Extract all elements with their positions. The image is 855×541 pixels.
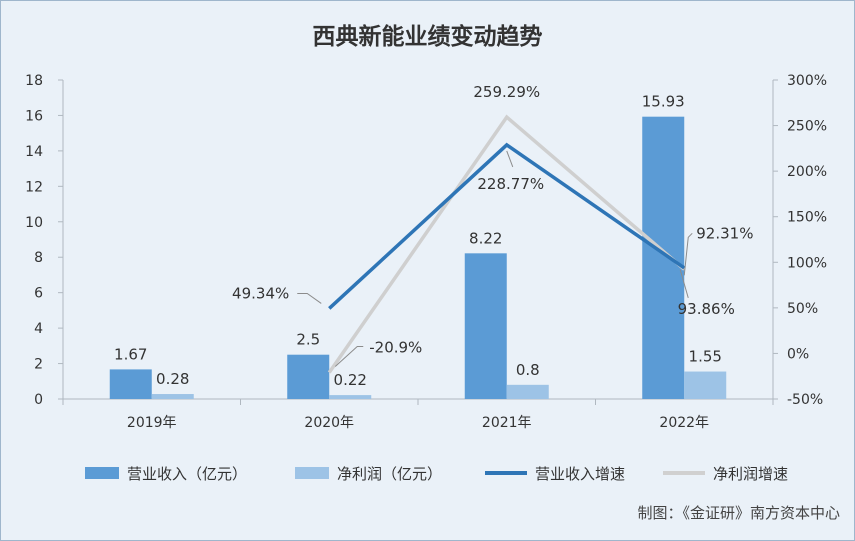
x-tick-label: 2021年 [482,415,532,431]
data-label-revenue: 8.22 [469,229,502,247]
legend-swatch-revenue [85,467,119,479]
data-label-revenue: 2.5 [296,331,320,349]
left-tick-label: 14 [25,144,43,160]
bar-revenue [287,354,330,399]
data-label-revenue: 1.67 [114,345,147,363]
bar-net-profit [506,384,549,399]
data-label-net-profit-growth: 92.31% [696,224,753,242]
left-tick-label: 2 [34,357,43,373]
source-note: 制图：《金证研》南方资本中心 [637,504,840,522]
legend-label-net-profit-growth: 净利润增速 [713,464,789,483]
legend-swatch-net-profit [295,467,329,479]
legend-item-revenue-growth: 营业收入增速 [485,461,625,485]
right-tick-label: 300% [787,73,827,89]
left-tick-label: 4 [34,321,43,337]
legend-line-revenue-growth [485,471,527,475]
data-label-net-profit: 0.22 [334,371,367,389]
leader-line [506,150,514,168]
right-tick-label: 150% [787,210,827,226]
left-tick-label: 8 [34,250,43,266]
leader-line [683,232,693,276]
chart-title: 西典新能业绩变动趋势 [312,24,543,50]
x-tick-label: 2020年 [304,415,354,431]
x-tick-label: 2019年 [127,415,177,431]
bar-revenue [642,116,685,399]
left-tick-label: 0 [34,392,43,408]
leader-line [679,269,689,299]
bar-net-profit [151,394,194,399]
legend-item-net-profit: 净利润（亿元） [295,461,442,485]
left-tick-label: 12 [25,179,43,195]
data-label-revenue: 15.93 [642,93,685,111]
right-tick-label: 200% [787,164,827,180]
left-tick-label: 10 [25,215,43,231]
left-tick-label: 18 [25,73,43,89]
left-tick-label: 16 [25,108,43,124]
leader-line [334,345,364,367]
series-line-net-profit-growth [327,114,686,374]
data-label-revenue-growth: 93.86% [678,300,735,318]
right-tick-label: 250% [787,119,827,135]
right-tick-label: 0% [787,346,809,362]
series-line-revenue-growth [328,142,686,310]
legend-item-revenue: 营业收入（亿元） [85,461,247,485]
bar-revenue [464,253,507,399]
data-label-revenue-growth: 49.34% [232,284,289,302]
x-tick-label: 2022年 [659,415,709,431]
legend-label-net-profit: 净利润（亿元） [337,464,443,483]
bar-net-profit [684,371,727,399]
data-label-net-profit-growth: 259.29% [473,83,540,101]
legend-label-revenue: 营业收入（亿元） [127,464,248,483]
data-label-revenue-growth: 228.77% [477,175,544,193]
legend-line-net-profit-growth [663,471,705,475]
right-tick-label: -50% [787,392,823,408]
legend-label-revenue-growth: 营业收入增速 [535,464,626,483]
chart-legend: 营业收入（亿元） 净利润（亿元） 营业收入增速 净利润增速 [1,461,854,485]
data-label-net-profit: 1.55 [689,348,722,366]
data-label-net-profit: 0.8 [516,361,540,379]
data-label-net-profit: 0.28 [156,370,189,388]
bar-revenue [109,369,152,399]
leader-line [297,292,322,304]
bar-net-profit [329,395,372,399]
legend-item-net-profit-growth: 净利润增速 [663,461,788,485]
right-tick-label: 50% [787,301,818,317]
right-tick-label: 100% [787,255,827,271]
left-tick-label: 6 [34,286,43,302]
data-label-net-profit-growth: -20.9% [369,338,422,356]
